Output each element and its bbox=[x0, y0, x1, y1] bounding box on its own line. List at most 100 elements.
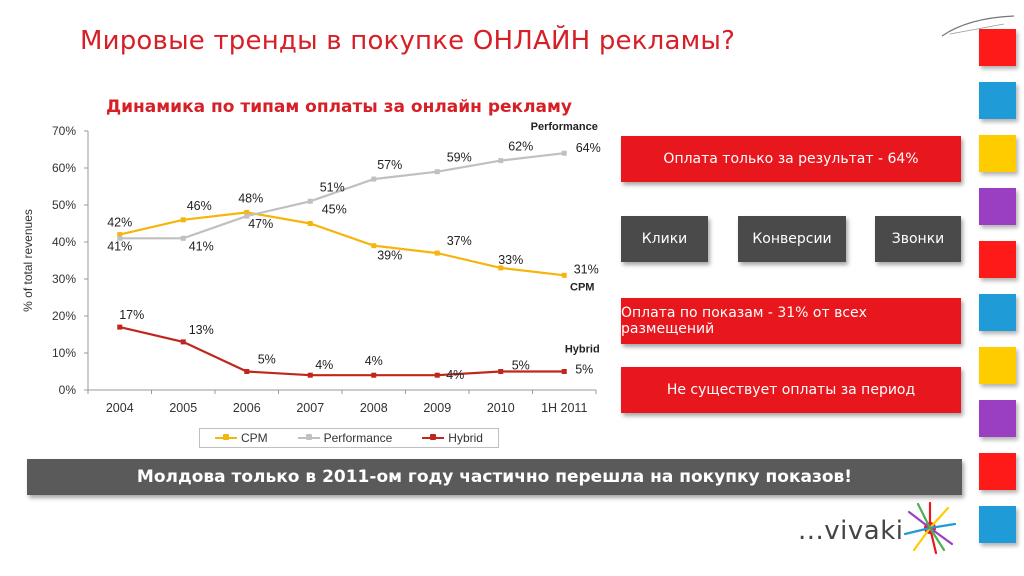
impressions-payment-box: Оплата по показам - 31% от всех размещен… bbox=[621, 298, 961, 344]
data-label-hybrid: 5% bbox=[575, 363, 593, 377]
side-square-4 bbox=[979, 241, 1016, 278]
side-color-squares bbox=[979, 29, 1016, 559]
data-label-cpm: 33% bbox=[498, 253, 523, 267]
data-point-hybrid bbox=[561, 369, 567, 374]
period-payment-box: Не существует оплаты за период bbox=[621, 367, 961, 413]
data-point-performance bbox=[434, 169, 440, 175]
data-label-hybrid: 4% bbox=[365, 354, 383, 368]
data-label-cpm: 46% bbox=[187, 199, 212, 213]
data-label-cpm: 45% bbox=[322, 203, 347, 217]
legend-swatch bbox=[297, 434, 320, 440]
legend-item-performance: Performance bbox=[297, 431, 393, 445]
side-square-8 bbox=[979, 453, 1016, 490]
data-point-cpm bbox=[561, 272, 567, 278]
conversions-box: Конверсии bbox=[738, 216, 846, 262]
series-end-label-hybrid: Hybrid bbox=[565, 344, 600, 356]
data-point-performance bbox=[180, 235, 186, 241]
data-label-cpm: 31% bbox=[574, 262, 599, 276]
data-point-hybrid bbox=[244, 369, 250, 374]
side-square-6 bbox=[979, 347, 1016, 384]
footer-banner: Молдова только в 2011-ом году частично п… bbox=[27, 459, 962, 495]
data-label-hybrid: 17% bbox=[119, 308, 144, 322]
data-label-performance: 64% bbox=[576, 141, 601, 155]
legend-swatch bbox=[214, 434, 237, 440]
legend-swatch bbox=[422, 434, 445, 440]
calls-box: Звонки bbox=[875, 216, 961, 262]
side-square-2 bbox=[979, 135, 1016, 172]
y-tick-label: 50% bbox=[52, 198, 76, 212]
data-point-hybrid bbox=[180, 339, 186, 345]
line-chart: 0% 10% 20% 30% 40% 50% 60% 70% 2004 2005 2006 2007 2… bbox=[21, 121, 601, 415]
series-end-label-cpm: CPM bbox=[570, 281, 594, 293]
data-label-performance: 62% bbox=[508, 140, 533, 154]
y-tick-label: 30% bbox=[52, 272, 76, 286]
data-point-performance bbox=[561, 150, 567, 156]
data-label-hybrid: 13% bbox=[189, 323, 214, 337]
side-square-0 bbox=[979, 29, 1016, 66]
data-label-cpm: 48% bbox=[238, 191, 263, 205]
y-tick-label: 60% bbox=[52, 161, 76, 175]
series-line-cpm bbox=[119, 211, 565, 277]
y-tick-label: 70% bbox=[52, 124, 76, 138]
y-tick-label: 20% bbox=[52, 309, 76, 323]
data-point-hybrid bbox=[307, 372, 313, 378]
data-point-cpm bbox=[307, 221, 313, 226]
data-label-performance: 41% bbox=[107, 239, 132, 253]
data-point-hybrid bbox=[371, 372, 377, 378]
data-point-hybrid bbox=[117, 324, 123, 330]
data-label-performance: 57% bbox=[377, 158, 402, 172]
series-end-label-performance: Performance bbox=[531, 121, 598, 133]
side-square-1 bbox=[979, 82, 1016, 119]
side-square-5 bbox=[979, 294, 1016, 331]
data-point-cpm bbox=[434, 250, 440, 256]
side-square-9 bbox=[979, 506, 1016, 543]
page-title: Мировые тренды в покупке ОНЛАЙН рекламы? bbox=[80, 26, 736, 56]
data-label-cpm: 37% bbox=[447, 234, 472, 248]
data-label-hybrid: 5% bbox=[258, 353, 276, 367]
clicks-box: Клики bbox=[621, 216, 708, 262]
legend-item-hybrid: Hybrid bbox=[422, 431, 483, 445]
data-point-cpm bbox=[371, 243, 377, 249]
x-tick-label: 2006 bbox=[233, 401, 261, 415]
x-tick-label: 2005 bbox=[169, 401, 197, 415]
legend-label: Performance bbox=[323, 431, 393, 445]
logo-burst-icon bbox=[903, 501, 957, 555]
legend-label: CPM bbox=[240, 431, 268, 445]
data-label-performance: 59% bbox=[447, 151, 472, 165]
data-label-performance: 51% bbox=[320, 180, 345, 194]
data-label-hybrid: 4% bbox=[315, 358, 333, 372]
data-label-hybrid: 4% bbox=[446, 368, 464, 382]
data-point-performance bbox=[244, 213, 250, 219]
logo-text: ...vivaki bbox=[798, 516, 904, 546]
data-label-cpm: 42% bbox=[107, 216, 132, 230]
data-point-cpm bbox=[498, 265, 504, 271]
chart-legend: CPM Performance Hybrid bbox=[199, 428, 499, 448]
x-tick-label: 2007 bbox=[296, 401, 324, 415]
data-label-performance: 47% bbox=[248, 217, 273, 231]
x-tick-label: 1H 2011 bbox=[541, 401, 587, 415]
side-square-3 bbox=[979, 188, 1016, 225]
x-tick-label: 2009 bbox=[423, 401, 451, 415]
corner-swoosh-decoration bbox=[941, 15, 1015, 37]
data-point-hybrid bbox=[498, 369, 504, 374]
data-point-cpm bbox=[244, 209, 250, 215]
y-tick-label: 40% bbox=[52, 235, 76, 249]
data-label-hybrid: 5% bbox=[512, 359, 530, 373]
x-tick-label: 2004 bbox=[106, 401, 134, 415]
data-point-hybrid bbox=[434, 372, 440, 378]
performance-payment-box: Оплата только за результат - 64% bbox=[621, 136, 961, 182]
legend-item-cpm: CPM bbox=[214, 431, 268, 445]
legend-label: Hybrid bbox=[448, 431, 483, 445]
data-point-performance bbox=[307, 198, 313, 204]
x-tick-label: 2010 bbox=[487, 401, 515, 415]
data-point-cpm bbox=[180, 217, 186, 223]
series-line-performance bbox=[119, 152, 565, 240]
vivaki-logo: ...vivaki bbox=[798, 500, 958, 560]
side-square-7 bbox=[979, 400, 1016, 437]
y-axis-label: % of total revenues bbox=[21, 209, 35, 312]
data-point-performance bbox=[117, 235, 123, 241]
series-line-hybrid bbox=[119, 326, 565, 377]
chart-title: Динамика по типам оплаты за онлайн рекла… bbox=[106, 97, 572, 117]
data-label-cpm: 39% bbox=[377, 249, 402, 263]
y-tick-label: 0% bbox=[59, 383, 77, 397]
